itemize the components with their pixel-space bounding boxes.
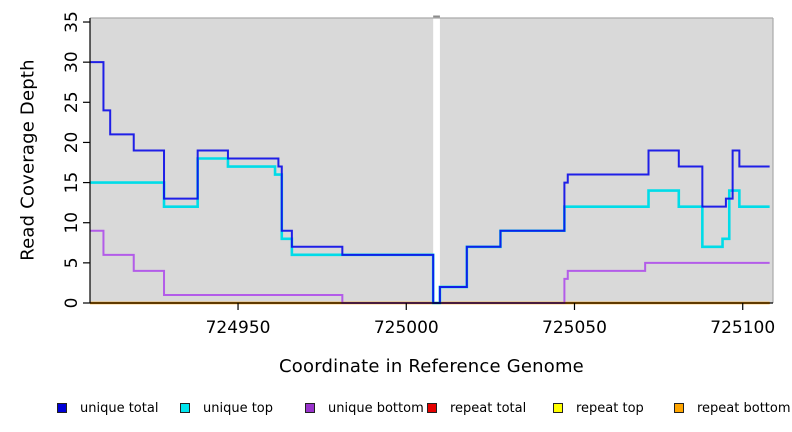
- legend-item-repeat-top: repeat top: [553, 398, 644, 418]
- y-tick-label: 25: [62, 91, 82, 113]
- legend-label: repeat top: [576, 400, 644, 416]
- x-tick-label: 725000: [374, 318, 439, 338]
- legend-swatch-unique-bottom: [305, 403, 315, 413]
- series-line-unique-bottom: [90, 229, 770, 304]
- x-tick-label: 725100: [710, 318, 775, 338]
- legend-item-unique-bottom: unique bottom: [305, 398, 424, 418]
- legend-item-repeat-bottom: repeat bottom: [674, 398, 791, 418]
- legend-swatch-unique-total: [57, 403, 67, 413]
- plot-area: 0 5 10 15 20 25 30 35 724950 725000 725050 725100: [62, 11, 775, 338]
- x-tick-label: 724950: [206, 318, 271, 338]
- y-tick-label: 5: [62, 257, 82, 268]
- legend: unique total unique top unique bottom repea…: [0, 398, 792, 424]
- y-tick-label: 0: [62, 298, 82, 309]
- legend-item-unique-top: unique top: [180, 398, 273, 418]
- legend-swatch-repeat-bottom: [674, 403, 684, 413]
- x-axis-title: Coordinate in Reference Genome: [279, 356, 584, 377]
- y-tick-label: 15: [62, 172, 82, 194]
- x-tick-label: 725050: [542, 318, 607, 338]
- legend-label: unique top: [203, 400, 274, 416]
- legend-swatch-repeat-total: [427, 403, 437, 413]
- y-tick-label: 30: [62, 51, 82, 73]
- y-tick-label: 35: [62, 11, 82, 33]
- legend-label: repeat total: [450, 400, 527, 416]
- legend-swatch-repeat-top: [553, 403, 563, 413]
- legend-label: unique bottom: [328, 400, 424, 416]
- y-tick-label: 20: [62, 132, 82, 154]
- masked-region-top-mark: [433, 15, 440, 19]
- legend-label: unique total: [80, 400, 159, 416]
- masked-region: [433, 17, 440, 303]
- legend-item-unique-total: unique total: [57, 398, 158, 418]
- plot-background: [90, 18, 773, 303]
- legend-item-repeat-total: repeat total: [427, 398, 526, 418]
- chart-svg: 0 5 10 15 20 25 30 35 724950 725000 725050 725100: [62, 11, 775, 338]
- y-axis-title: Read Coverage Depth: [17, 59, 39, 261]
- legend-swatch-unique-top: [180, 403, 190, 413]
- legend-label: repeat bottom: [697, 400, 791, 416]
- y-tick-label: 10: [62, 212, 82, 234]
